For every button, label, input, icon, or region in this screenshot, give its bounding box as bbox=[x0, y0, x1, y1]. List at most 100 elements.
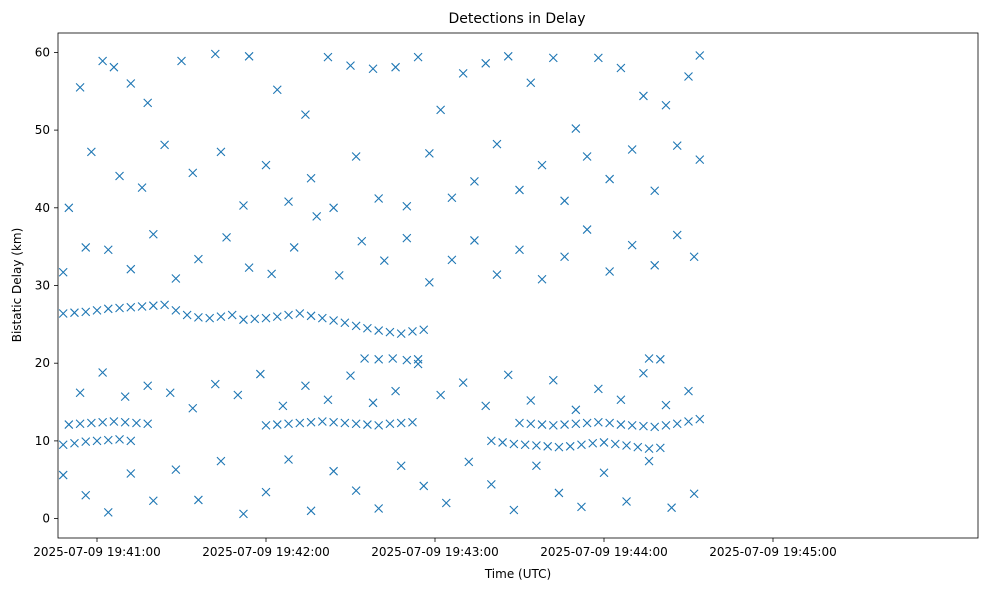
detection-marker bbox=[143, 419, 153, 429]
detection-marker bbox=[75, 388, 85, 398]
detection-marker bbox=[655, 354, 665, 364]
detection-marker bbox=[120, 392, 130, 401]
detection-marker bbox=[143, 381, 153, 391]
detection-marker bbox=[515, 418, 524, 428]
detection-marker bbox=[588, 438, 598, 448]
detection-marker bbox=[655, 443, 665, 453]
detection-marker bbox=[492, 139, 502, 149]
detection-marker bbox=[509, 505, 519, 515]
detection-marker bbox=[644, 354, 654, 363]
detection-marker bbox=[272, 420, 282, 429]
detection-marker bbox=[301, 110, 310, 119]
detection-marker bbox=[160, 300, 169, 310]
detection-marker bbox=[216, 456, 226, 466]
detection-marker bbox=[351, 419, 361, 429]
detection-marker bbox=[239, 315, 248, 325]
detection-marker bbox=[255, 369, 265, 379]
detection-marker bbox=[188, 168, 198, 178]
detection-marker bbox=[661, 420, 671, 430]
detection-marker bbox=[267, 269, 277, 279]
detection-marker bbox=[571, 124, 581, 133]
detection-marker bbox=[261, 313, 271, 323]
detection-marker bbox=[126, 302, 136, 312]
detection-marker bbox=[515, 245, 524, 255]
detection-marker bbox=[284, 310, 293, 320]
detection-marker bbox=[148, 496, 158, 506]
detection-marker bbox=[120, 417, 130, 427]
detection-marker bbox=[650, 186, 660, 196]
detection-marker bbox=[610, 439, 620, 449]
detection-marker bbox=[650, 260, 660, 270]
detection-marker bbox=[239, 201, 248, 210]
detection-marker bbox=[503, 51, 513, 61]
detection-marker bbox=[261, 160, 271, 170]
detection-marker bbox=[639, 421, 648, 431]
detection-marker bbox=[695, 51, 705, 60]
detection-marker bbox=[98, 417, 108, 427]
detection-marker bbox=[132, 418, 141, 428]
detection-marker bbox=[419, 481, 429, 491]
detection-marker bbox=[458, 378, 468, 388]
x-tick-label: 2025-07-09 19:45:00 bbox=[709, 545, 836, 559]
detection-marker bbox=[532, 461, 541, 471]
detection-marker bbox=[58, 470, 68, 480]
detection-marker bbox=[599, 438, 609, 447]
detection-marker bbox=[312, 211, 322, 221]
detection-marker bbox=[239, 509, 248, 519]
detection-marker bbox=[402, 355, 412, 365]
detection-marker bbox=[543, 441, 553, 451]
detection-marker bbox=[143, 98, 153, 108]
detection-marker bbox=[317, 313, 327, 323]
detection-marker bbox=[81, 437, 91, 447]
detection-marker bbox=[103, 245, 113, 255]
detection-marker bbox=[346, 61, 355, 71]
detection-marker bbox=[374, 420, 384, 430]
detection-marker bbox=[391, 62, 400, 72]
detection-marker bbox=[323, 52, 333, 62]
detection-marker bbox=[622, 497, 631, 506]
detection-marker bbox=[650, 422, 660, 432]
detection-marker bbox=[222, 232, 231, 242]
detection-marker bbox=[396, 461, 406, 471]
detection-marker bbox=[103, 507, 113, 517]
y-tick-label: 40 bbox=[35, 201, 50, 215]
detection-marker bbox=[363, 420, 372, 429]
detection-marker bbox=[182, 310, 192, 320]
detection-marker bbox=[374, 194, 384, 203]
detection-marker bbox=[413, 359, 423, 369]
detection-marker bbox=[548, 375, 558, 385]
detection-marker bbox=[441, 498, 451, 508]
detection-marker bbox=[593, 384, 603, 394]
detection-marker bbox=[351, 321, 361, 331]
x-tick-label: 2025-07-09 19:44:00 bbox=[540, 545, 667, 559]
y-axis-ticks: 0 10 20 30 40 50 60 bbox=[35, 45, 58, 526]
detection-marker bbox=[486, 436, 496, 446]
detection-marker bbox=[75, 419, 85, 429]
detection-marker bbox=[340, 318, 350, 328]
detection-marker bbox=[577, 440, 586, 450]
detection-marker bbox=[295, 309, 305, 318]
detection-marker bbox=[194, 254, 203, 264]
detection-marker bbox=[447, 255, 457, 265]
y-axis-label: Bistatic Delay (km) bbox=[10, 228, 24, 343]
detection-marker bbox=[402, 233, 412, 243]
detection-marker bbox=[244, 263, 254, 273]
detection-marker bbox=[385, 327, 395, 337]
detection-marker bbox=[667, 503, 676, 513]
detection-marker bbox=[329, 316, 338, 325]
detection-marker bbox=[560, 252, 569, 262]
detection-marker bbox=[599, 468, 609, 478]
detection-marker bbox=[582, 418, 592, 428]
detection-marker bbox=[137, 183, 147, 192]
detection-marker bbox=[661, 100, 671, 110]
detection-marker bbox=[70, 308, 79, 318]
detection-marker bbox=[351, 152, 361, 161]
detection-marker bbox=[391, 386, 400, 396]
detection-marker bbox=[368, 398, 378, 408]
detection-marker bbox=[402, 201, 412, 211]
detection-marker bbox=[379, 256, 389, 266]
detection-marker bbox=[436, 390, 446, 400]
detection-marker bbox=[284, 197, 293, 206]
detection-marker bbox=[75, 82, 85, 92]
detection-marker bbox=[306, 173, 316, 183]
